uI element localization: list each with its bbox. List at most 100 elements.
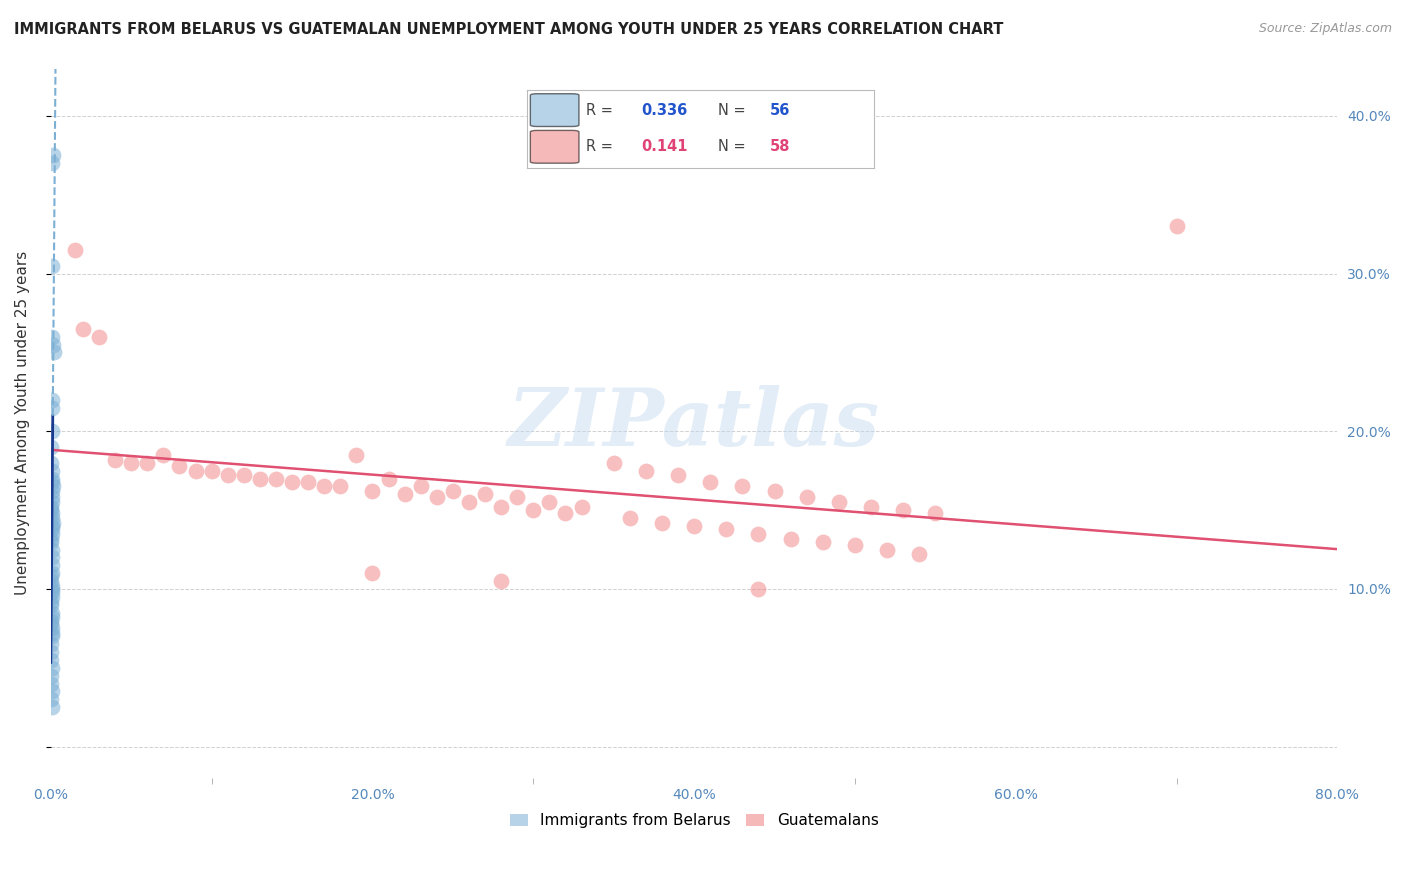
Point [683,519,706,533]
Point [41,606,63,620]
Point [876,542,898,557]
Point [747,582,769,596]
Point [619,511,641,525]
Point [152,448,174,462]
Point [136,456,159,470]
Point [41,484,63,499]
Point [538,495,561,509]
Point [41,692,63,706]
Point [41,511,63,525]
Point [361,566,384,581]
Point [41,629,63,643]
Point [42,148,65,162]
Point [41,519,63,533]
Legend: Immigrants from Belarus, Guatemalans: Immigrants from Belarus, Guatemalans [503,807,884,834]
Point [41,610,63,624]
Point [41,532,63,546]
Point [201,464,224,478]
Point [41,542,63,557]
Point [314,479,336,493]
Point [41,475,63,489]
Point [731,479,754,493]
Point [41,582,63,596]
Point [747,526,769,541]
Point [763,484,786,499]
Point [41,472,63,486]
Point [41,579,63,593]
Point [666,468,689,483]
Point [41,614,63,628]
Text: ZIPatlas: ZIPatlas [508,384,880,462]
Point [506,491,529,505]
Point [1166,219,1188,234]
Point [42,479,65,493]
Point [41,590,63,604]
Point [39,616,62,631]
Point [42,337,65,351]
Point [41,401,63,415]
Point [41,569,63,583]
Point [39,598,62,612]
Point [554,506,576,520]
Point [716,522,738,536]
Point [41,329,63,343]
Point [394,487,416,501]
Point [41,585,63,599]
Point [924,506,946,520]
Point [344,448,367,462]
Point [232,468,254,483]
Point [409,479,432,493]
Point [41,156,63,170]
Point [249,472,271,486]
Point [41,516,63,530]
Point [41,684,63,698]
Point [41,522,63,536]
Point [297,475,319,489]
Point [41,700,63,714]
Point [426,491,449,505]
Point [811,534,834,549]
Point [39,676,62,690]
Point [41,550,63,565]
Point [72,322,94,336]
Point [796,491,818,505]
Text: Source: ZipAtlas.com: Source: ZipAtlas.com [1258,22,1392,36]
Point [779,532,801,546]
Point [634,464,657,478]
Point [489,574,512,588]
Point [41,440,63,454]
Y-axis label: Unemployment Among Youth under 25 years: Unemployment Among Youth under 25 years [15,252,30,596]
Point [41,464,63,478]
Point [329,479,352,493]
Point [39,534,62,549]
Point [39,503,62,517]
Point [104,452,127,467]
Point [860,500,883,514]
Point [41,506,63,520]
Point [489,500,512,514]
Point [699,475,721,489]
Point [891,503,914,517]
Point [281,475,304,489]
Point [41,558,63,573]
Point [41,495,63,509]
Point [184,464,207,478]
Point [844,538,866,552]
Point [39,653,62,667]
Point [41,491,63,505]
Point [41,661,63,675]
Point [41,526,63,541]
Point [458,495,481,509]
Point [41,621,63,635]
Point [41,259,63,273]
Point [41,669,63,683]
Point [361,484,384,499]
Point [651,516,673,530]
Point [41,392,63,407]
Point [42,345,65,359]
Point [41,566,63,581]
Point [264,472,287,486]
Point [39,645,62,659]
Point [571,500,593,514]
Point [377,472,399,486]
